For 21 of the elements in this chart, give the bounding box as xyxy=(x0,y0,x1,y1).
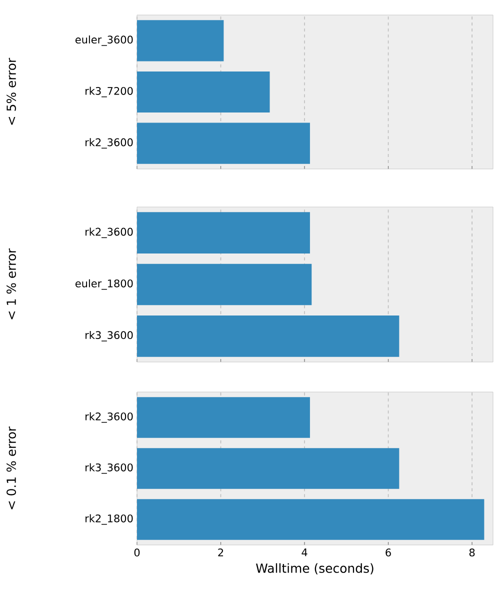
y-tick-label: rk2_3600 xyxy=(86,412,133,423)
y-tick-label: rk2_3600 xyxy=(86,138,133,149)
y-axis-title: < 0.1 % error xyxy=(6,426,16,510)
y-tick-label: rk2_3600 xyxy=(86,228,133,238)
bar xyxy=(137,499,484,540)
x-tick-label: 6 xyxy=(386,548,391,556)
x-tick-label: 8 xyxy=(469,548,475,556)
x-tick-label: 2 xyxy=(218,548,224,556)
y-tick-label: rk3_3600 xyxy=(86,463,133,474)
x-tick-label: 4 xyxy=(302,548,308,556)
y-tick-label: euler_3600 xyxy=(75,35,133,46)
bar xyxy=(137,448,400,489)
y-axis-title: < 5% error xyxy=(6,58,16,125)
y-tick-label: rk3_3600 xyxy=(86,330,133,342)
x-tick-label: 0 xyxy=(134,548,140,556)
y-tick-label: rk2_1800 xyxy=(86,514,133,525)
y-tick-label: euler_1800 xyxy=(75,279,133,290)
x-axis-title: Walltime (seconds) xyxy=(256,563,374,574)
bar xyxy=(137,397,310,438)
y-axis-title: < 1 % error xyxy=(6,248,16,320)
y-tick-label: rk3_7200 xyxy=(86,86,133,98)
